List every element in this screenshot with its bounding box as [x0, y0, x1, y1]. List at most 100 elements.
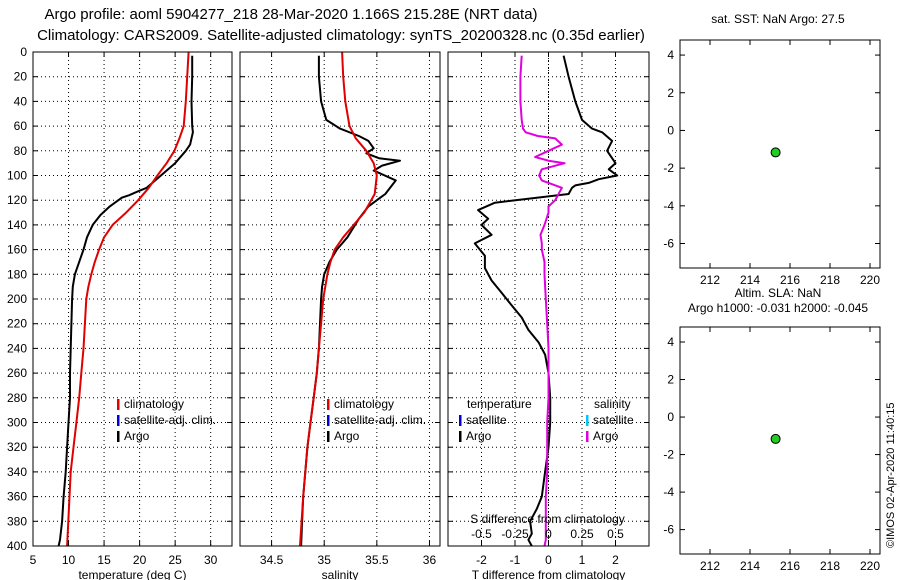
legend-label-argo: Argo — [334, 429, 360, 443]
y-tick-label: 60 — [14, 119, 28, 133]
y-tick-label: 320 — [7, 440, 27, 454]
x-tick-label: 212 — [700, 273, 720, 287]
y-tick-label: 340 — [7, 465, 27, 479]
top-x-tick-label: -0.5 — [471, 527, 492, 541]
x-tick-label: 35 — [318, 553, 332, 567]
legend-label-temperature-argo: Argo — [466, 429, 492, 443]
y-tick-label: 240 — [7, 341, 27, 355]
argo-position-marker — [770, 433, 781, 444]
legend-label-satellite-adj-clim: satellite-adj. clim. — [334, 413, 426, 427]
y-tick-label: 0 — [20, 45, 27, 59]
y-tick-label: -6 — [663, 523, 674, 537]
series-climatology — [66, 51, 190, 547]
x-tick-label: 2 — [612, 553, 619, 567]
legend-label-climatology: climatology — [124, 397, 184, 411]
y-tick-label: 360 — [7, 490, 27, 504]
x-tick-label: 1 — [579, 553, 586, 567]
temperature-profile-plot: 5 10 15 20 25 3002040608010012014016018020022… — [7, 45, 233, 580]
y-tick-label: 40 — [14, 94, 28, 108]
top-x-tick-label: 0.5 — [607, 527, 624, 541]
x-tick-label: 10 — [62, 553, 76, 567]
y-tick-label: 20 — [14, 70, 28, 84]
x-tick-label: 220 — [860, 273, 880, 287]
x-tick-label: 20 — [133, 553, 147, 567]
x-tick-label: 212 — [700, 559, 720, 573]
map-frame — [679, 39, 881, 269]
legend-title-temperature: temperature — [467, 397, 532, 411]
salinity-profile-plot: 34.5 35 35.5 36 salinity climatology satellite… — [239, 51, 441, 580]
legend-label-satellite-adj-clim: satellite-adj. clim. — [124, 413, 216, 427]
plot-frame — [32, 51, 233, 547]
legend-swatch-temperature-satellite — [459, 415, 462, 426]
series-climatology — [299, 51, 378, 547]
series-argo — [57, 55, 194, 547]
map-title-line: Altim. SLA: NaN — [735, 286, 822, 300]
map-frame — [679, 326, 881, 555]
y-tick-label: -4 — [663, 199, 674, 213]
x-tick-label: 34.5 — [260, 553, 284, 567]
top-x-tick-label: 0.25 — [570, 527, 594, 541]
y-tick-label: 120 — [7, 193, 27, 207]
legend-label-temperature-satellite: satellite — [466, 413, 507, 427]
x-tick-label: 30 — [204, 553, 218, 567]
y-tick-label: 2 — [667, 373, 674, 387]
legend-title-salinity: salinity — [594, 397, 631, 411]
y-tick-label: 180 — [7, 267, 27, 281]
legend-label-salinity-satellite: satellite — [593, 413, 634, 427]
y-tick-label: 80 — [14, 144, 28, 158]
legend-swatch-salinity-argo — [586, 431, 589, 442]
legend-swatch-satellite-adj-clim — [327, 415, 330, 426]
x-tick-label: 5 — [30, 553, 37, 567]
y-tick-label: 220 — [7, 317, 27, 331]
series-s-difference-argo — [519, 55, 566, 547]
top-x-tick-label: -0.25 — [501, 527, 529, 541]
difference-profile-plot: -2 -1 0 1 2T difference from climatology S di… — [447, 51, 650, 580]
y-tick-label: 400 — [7, 539, 27, 553]
x-tick-label: 220 — [860, 559, 880, 573]
figure-title-line2: Climatology: CARS2009. Satellite-adjuste… — [37, 27, 645, 44]
y-tick-label: 280 — [7, 391, 27, 405]
figure-title-line1: Argo profile: aoml 5904277_218 28-Mar-20… — [44, 6, 537, 23]
x-tick-label: 35.5 — [365, 553, 389, 567]
top-x-axis-label: S difference from climatology — [470, 512, 625, 526]
x-tick-label: -1 — [510, 553, 521, 567]
x-tick-label: 214 — [740, 273, 760, 287]
legend-swatch-argo — [327, 431, 330, 442]
legend-label-climatology: climatology — [334, 397, 394, 411]
y-tick-label: 380 — [7, 514, 27, 528]
y-tick-label: -2 — [663, 161, 674, 175]
x-tick-label: 218 — [820, 559, 840, 573]
x-tick-label: -2 — [476, 553, 487, 567]
y-tick-label: 0 — [667, 123, 674, 137]
x-tick-label: 36 — [423, 553, 437, 567]
legend-swatch-temperature-argo — [459, 431, 462, 442]
map-title-line: sat. SST: NaN Argo: 27.5 — [711, 12, 845, 26]
legend-swatch-climatology — [117, 399, 120, 410]
y-tick-label: 260 — [7, 366, 27, 380]
x-tick-label: 0 — [545, 553, 552, 567]
top-x-tick-label: 0 — [545, 527, 552, 541]
x-tick-label: 25 — [168, 553, 182, 567]
x-tick-label: 218 — [820, 273, 840, 287]
imos-timestamp: ©IMOS 02-Apr-2020 11:40:15 — [885, 403, 897, 548]
y-tick-label: -4 — [663, 485, 674, 499]
map-title-line: Argo h1000: -0.031 h2000: -0.045 — [688, 301, 868, 315]
y-tick-label: 4 — [667, 48, 674, 62]
y-tick-label: 0 — [667, 410, 674, 424]
y-tick-label: 300 — [7, 416, 27, 430]
legend-swatch-satellite-adj-clim — [117, 415, 120, 426]
x-tick-label: 214 — [740, 559, 760, 573]
sst-map-plot: sat. SST: NaN Argo: 27.5 212 214 216 218 220 4… — [663, 12, 881, 287]
y-tick-label: 100 — [7, 169, 27, 183]
y-tick-label: 140 — [7, 218, 27, 232]
y-tick-label: -6 — [663, 237, 674, 251]
y-tick-label: 2 — [667, 86, 674, 100]
legend-swatch-argo — [117, 431, 120, 442]
legend-swatch-climatology — [327, 399, 330, 410]
x-tick-label: 216 — [780, 559, 800, 573]
y-tick-label: 4 — [667, 335, 674, 349]
x-axis-label: T difference from climatology — [472, 568, 626, 580]
y-tick-label: 200 — [7, 292, 27, 306]
